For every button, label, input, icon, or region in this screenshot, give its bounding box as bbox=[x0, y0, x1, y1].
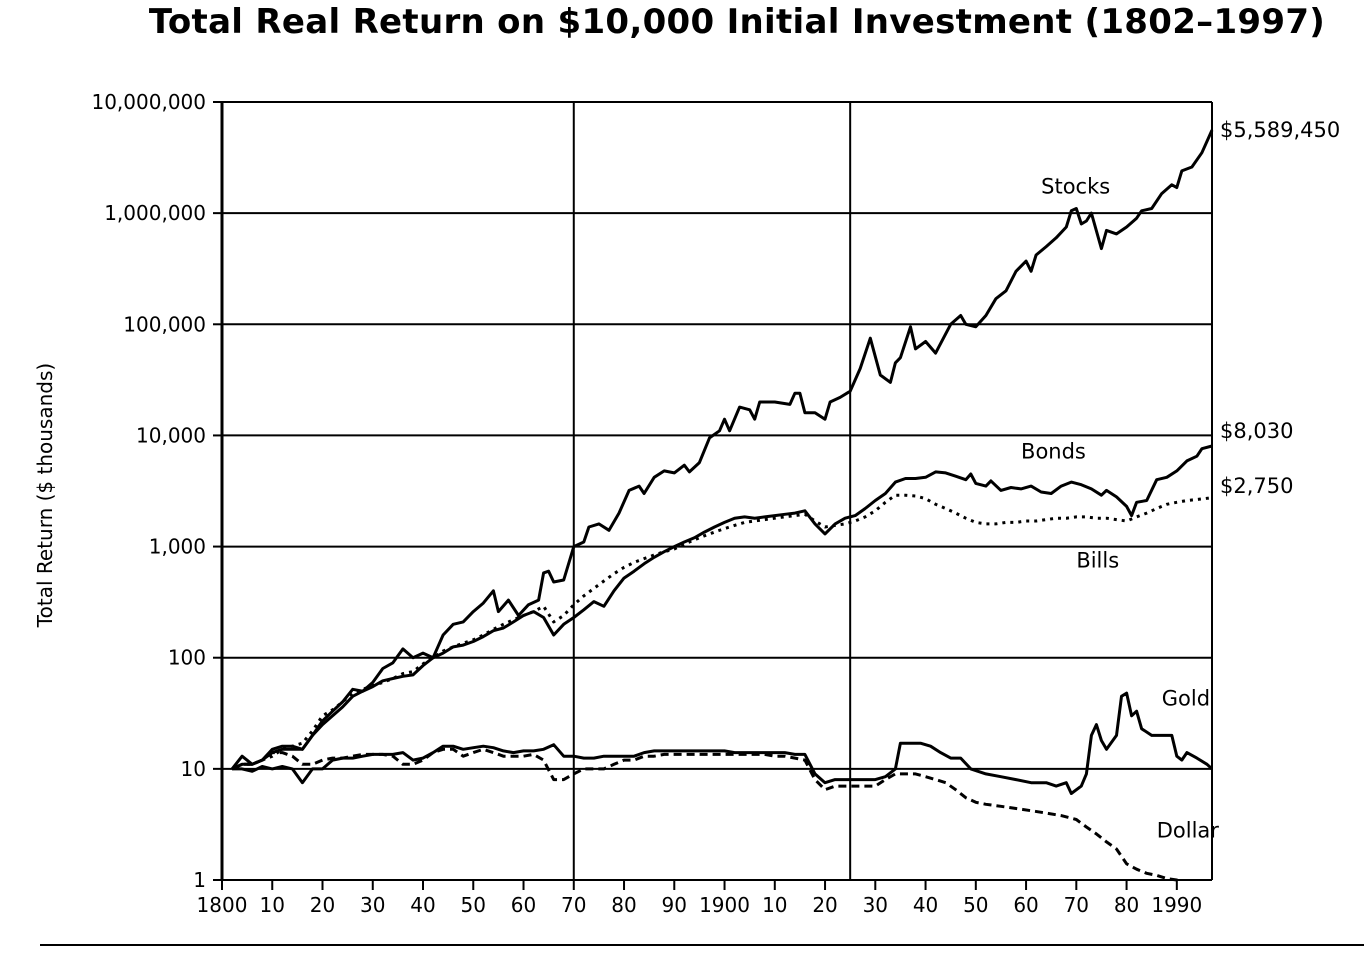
series-line-gold bbox=[232, 691, 1214, 795]
y-axis-title: Total Return ($ thousands) bbox=[33, 363, 57, 628]
x-tick-label: 50 bbox=[461, 893, 486, 917]
grid-layer bbox=[213, 101, 1213, 881]
series-line-bills bbox=[231, 493, 1213, 771]
series-line-dollar bbox=[231, 747, 1183, 883]
x-tick-label: 1990 bbox=[1151, 893, 1202, 917]
x-tick-label: 90 bbox=[662, 893, 687, 917]
series-label-bonds: Bonds bbox=[1021, 440, 1086, 464]
series-label-stocks: Stocks bbox=[1041, 175, 1110, 199]
y-axis-ticks: 1 10 100 1,000 10,000 100,000 1,000,000 10,000,… bbox=[91, 90, 206, 892]
series-label-gold: Gold bbox=[1162, 687, 1210, 711]
y-tick-label: 10,000,000 bbox=[91, 90, 206, 114]
series-label-dollar: Dollar bbox=[1157, 819, 1220, 843]
x-tick-label: 40 bbox=[913, 893, 938, 917]
x-tick-label: 60 bbox=[1013, 893, 1038, 917]
x-tick-label: 70 bbox=[561, 893, 586, 917]
x-tick-label: 30 bbox=[863, 893, 888, 917]
y-tick-label: 1,000,000 bbox=[104, 201, 206, 225]
label-layer: Stocks Bonds Bills Gold Dollar $5,589,450 $8,0… bbox=[1021, 118, 1340, 843]
x-tick-label: 60 bbox=[511, 893, 536, 917]
x-tick-label: 80 bbox=[1114, 893, 1139, 917]
chart-title: Total Real Return on $10,000 Initial Inv… bbox=[148, 2, 1326, 42]
y-tick-label: 100,000 bbox=[123, 312, 206, 336]
y-tick-label: 1,000 bbox=[149, 535, 206, 559]
x-tick-label: 1800 bbox=[197, 893, 248, 917]
x-tick-label: 1900 bbox=[699, 893, 750, 917]
bottom-rule bbox=[40, 944, 1364, 946]
series-line-stocks bbox=[230, 129, 1214, 770]
y-tick-label: 100 bbox=[168, 646, 206, 670]
x-tick-label: 70 bbox=[1064, 893, 1089, 917]
x-tick-label: 10 bbox=[260, 893, 285, 917]
series-layer bbox=[230, 129, 1214, 883]
series-label-bills: Bills bbox=[1076, 548, 1119, 572]
end-value-label-bonds: $8,030 bbox=[1220, 419, 1293, 443]
x-axis-ticks: 1800 10 20 30 40 50 60 70 80 90 1900 10 20 30 40 50 60 70… bbox=[197, 880, 1202, 917]
end-value-label-stocks: $5,589,450 bbox=[1220, 118, 1340, 142]
y-tick-label: 10,000 bbox=[136, 423, 206, 447]
y-tick-label: 1 bbox=[193, 868, 206, 892]
x-tick-label: 80 bbox=[611, 893, 636, 917]
x-tick-label: 20 bbox=[310, 893, 335, 917]
x-tick-label: 40 bbox=[410, 893, 435, 917]
end-value-label-bills: $2,750 bbox=[1220, 474, 1293, 498]
x-tick-label: 20 bbox=[812, 893, 837, 917]
x-tick-label: 10 bbox=[762, 893, 787, 917]
x-tick-label: 30 bbox=[360, 893, 385, 917]
series-line-bonds bbox=[231, 444, 1213, 771]
x-tick-label: 50 bbox=[963, 893, 988, 917]
y-tick-label: 10 bbox=[181, 757, 206, 781]
